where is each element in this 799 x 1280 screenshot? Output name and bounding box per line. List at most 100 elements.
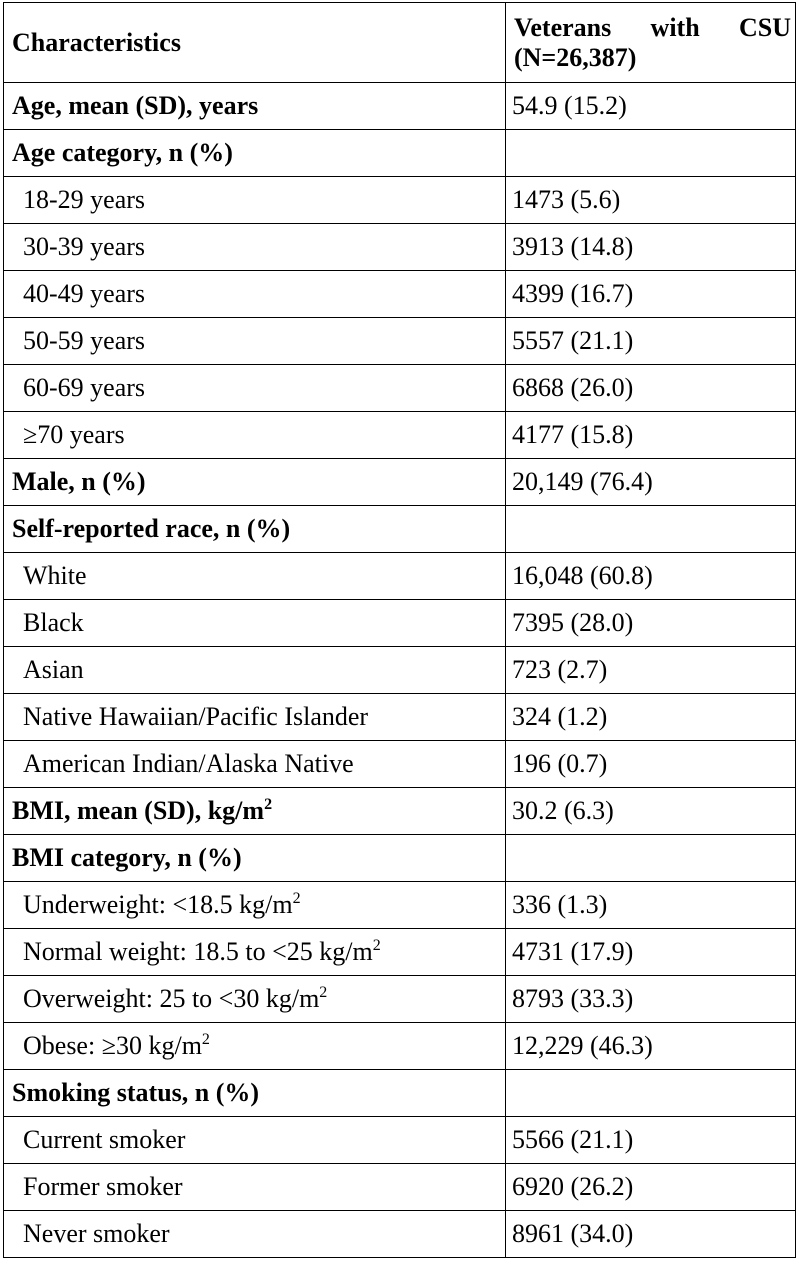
row-value: 4731 (17.9) bbox=[512, 937, 634, 966]
row-label: Self-reported race, n (%) bbox=[12, 514, 291, 543]
row-label: Black bbox=[23, 608, 84, 637]
row-value: 6868 (26.0) bbox=[512, 373, 634, 402]
label-cell: Obese: ≥30 kg/m2 bbox=[3, 1022, 506, 1070]
row-label: Never smoker bbox=[23, 1219, 170, 1248]
row-label: 30-39 years bbox=[23, 232, 146, 261]
label-cell: 18-29 years bbox=[3, 176, 506, 224]
item-row: 60-69 years 6868 (26.0) bbox=[3, 364, 796, 412]
label-cell: 50-59 years bbox=[3, 317, 506, 365]
value-cell: 7395 (28.0) bbox=[505, 599, 796, 647]
row-value: 12,229 (46.3) bbox=[512, 1031, 653, 1060]
row-label: Normal weight: 18.5 to <25 kg/m bbox=[23, 937, 373, 966]
value-cell: 196 (0.7) bbox=[505, 740, 796, 788]
item-row: Black 7395 (28.0) bbox=[3, 599, 796, 647]
row-label: Age category, n (%) bbox=[12, 138, 233, 167]
row-value: 16,048 (60.8) bbox=[512, 561, 653, 590]
superscript: 2 bbox=[319, 984, 328, 1001]
row-value: 723 (2.7) bbox=[512, 655, 608, 684]
item-row: 50-59 years 5557 (21.1) bbox=[3, 317, 796, 365]
item-row: Overweight: 25 to <30 kg/m2 8793 (33.3) bbox=[3, 975, 796, 1023]
label-cell: BMI category, n (%) bbox=[3, 834, 506, 882]
characteristics-table: Characteristics Veterans with CSU (N=26,… bbox=[3, 2, 796, 1258]
item-row: White 16,048 (60.8) bbox=[3, 552, 796, 600]
value-cell: 4177 (15.8) bbox=[505, 411, 796, 459]
item-row: ≥70 years 4177 (15.8) bbox=[3, 411, 796, 459]
section-row: BMI, mean (SD), kg/m2 30.2 (6.3) bbox=[3, 787, 796, 835]
row-label: American Indian/Alaska Native bbox=[23, 749, 354, 778]
row-label: 18-29 years bbox=[23, 185, 146, 214]
item-row: 30-39 years 3913 (14.8) bbox=[3, 223, 796, 271]
table-body: Age, mean (SD), years 54.9 (15.2) Age cate… bbox=[3, 82, 796, 1258]
row-label: BMI, mean (SD), kg/m bbox=[12, 796, 265, 825]
value-cell bbox=[505, 129, 796, 177]
label-cell: White bbox=[3, 552, 506, 600]
row-value: 324 (1.2) bbox=[512, 702, 608, 731]
row-label: 50-59 years bbox=[23, 326, 146, 355]
item-row: Obese: ≥30 kg/m2 12,229 (46.3) bbox=[3, 1022, 796, 1070]
value-cell: 1473 (5.6) bbox=[505, 176, 796, 224]
row-label: Overweight: 25 to <30 kg/m bbox=[23, 984, 320, 1013]
table-head: Characteristics Veterans with CSU (N=26,… bbox=[3, 2, 796, 83]
label-cell: Never smoker bbox=[3, 1210, 506, 1258]
value-cell bbox=[505, 505, 796, 553]
value-cell: 4399 (16.7) bbox=[505, 270, 796, 318]
value-cell: 4731 (17.9) bbox=[505, 928, 796, 976]
row-label: Asian bbox=[23, 655, 84, 684]
label-cell: Asian bbox=[3, 646, 506, 694]
item-row: 40-49 years 4399 (16.7) bbox=[3, 270, 796, 318]
row-label: Native Hawaiian/Pacific Islander bbox=[23, 702, 369, 731]
value-cell: 8793 (33.3) bbox=[505, 975, 796, 1023]
value-cell: 6920 (26.2) bbox=[505, 1163, 796, 1211]
label-cell: 40-49 years bbox=[3, 270, 506, 318]
item-row: Asian 723 (2.7) bbox=[3, 646, 796, 694]
label-cell: 60-69 years bbox=[3, 364, 506, 412]
row-value: 5566 (21.1) bbox=[512, 1125, 634, 1154]
value-cell: 5557 (21.1) bbox=[505, 317, 796, 365]
section-row: Smoking status, n (%) bbox=[3, 1069, 796, 1117]
label-cell: Normal weight: 18.5 to <25 kg/m2 bbox=[3, 928, 506, 976]
item-row: Normal weight: 18.5 to <25 kg/m2 4731 (17… bbox=[3, 928, 796, 976]
section-row: BMI category, n (%) bbox=[3, 834, 796, 882]
row-value: 5557 (21.1) bbox=[512, 326, 634, 355]
label-cell: Age category, n (%) bbox=[3, 129, 506, 177]
label-cell: Native Hawaiian/Pacific Islander bbox=[3, 693, 506, 741]
value-cell: 324 (1.2) bbox=[505, 693, 796, 741]
value-cell bbox=[505, 1069, 796, 1117]
label-cell: Current smoker bbox=[3, 1116, 506, 1164]
label-cell: Underweight: <18.5 kg/m2 bbox=[3, 881, 506, 929]
row-value: 4399 (16.7) bbox=[512, 279, 634, 308]
superscript: 2 bbox=[292, 890, 301, 907]
row-label: 60-69 years bbox=[23, 373, 146, 402]
row-value: 54.9 (15.2) bbox=[512, 91, 627, 120]
row-value: 6920 (26.2) bbox=[512, 1172, 634, 1201]
row-value: 30.2 (6.3) bbox=[512, 796, 614, 825]
label-cell: 30-39 years bbox=[3, 223, 506, 271]
row-label: BMI category, n (%) bbox=[12, 843, 242, 872]
value-cell: 30.2 (6.3) bbox=[505, 787, 796, 835]
header-cell: Characteristics bbox=[3, 2, 506, 83]
value-cell: 723 (2.7) bbox=[505, 646, 796, 694]
item-row: Native Hawaiian/Pacific Islander 324 (1.2… bbox=[3, 693, 796, 741]
item-row: Current smoker 5566 (21.1) bbox=[3, 1116, 796, 1164]
value-cell: 336 (1.3) bbox=[505, 881, 796, 929]
row-label: Obese: ≥30 kg/m bbox=[23, 1031, 202, 1060]
item-row: Former smoker 6920 (26.2) bbox=[3, 1163, 796, 1211]
superscript: 2 bbox=[264, 796, 273, 813]
row-value: 8793 (33.3) bbox=[512, 984, 634, 1013]
section-row: Male, n (%) 20,149 (76.4) bbox=[3, 458, 796, 506]
row-label: Smoking status, n (%) bbox=[12, 1078, 260, 1107]
value-cell: 6868 (26.0) bbox=[505, 364, 796, 412]
row-value: 1473 (5.6) bbox=[512, 185, 621, 214]
value-cell: 8961 (34.0) bbox=[505, 1210, 796, 1258]
row-label: Male, n (%) bbox=[12, 467, 146, 496]
label-cell: American Indian/Alaska Native bbox=[3, 740, 506, 788]
section-row: Self-reported race, n (%) bbox=[3, 505, 796, 553]
row-value: 20,149 (76.4) bbox=[512, 467, 653, 496]
row-value: 196 (0.7) bbox=[512, 749, 608, 778]
label-cell: ≥70 years bbox=[3, 411, 506, 459]
label-cell: Former smoker bbox=[3, 1163, 506, 1211]
row-label: Former smoker bbox=[23, 1172, 183, 1201]
label-cell: Male, n (%) bbox=[3, 458, 506, 506]
row-label: Current smoker bbox=[23, 1125, 186, 1154]
section-row: Age, mean (SD), years 54.9 (15.2) bbox=[3, 82, 796, 130]
